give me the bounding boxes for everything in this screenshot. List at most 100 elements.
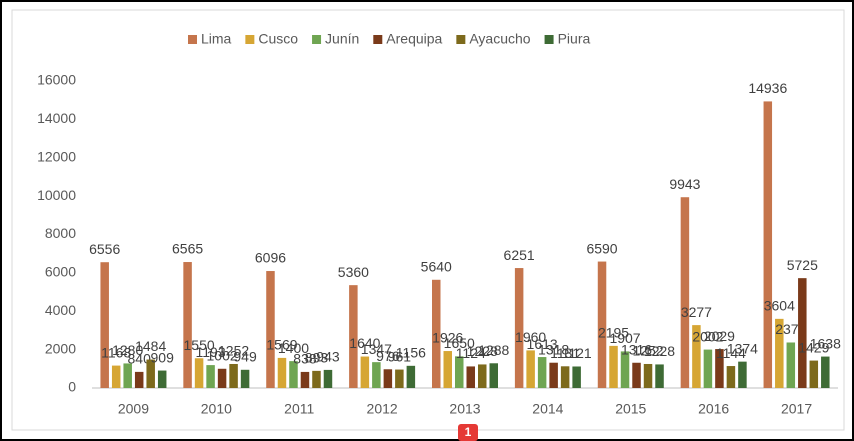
x-tick-label: 2012	[367, 401, 398, 417]
x-tick-label: 2014	[532, 401, 563, 417]
data-label: 6251	[504, 247, 535, 263]
bar	[194, 358, 204, 388]
bar	[289, 361, 298, 388]
bar	[572, 366, 581, 388]
data-label: 1144	[716, 345, 746, 361]
bar	[763, 101, 773, 388]
badge	[458, 424, 478, 441]
bar	[703, 349, 713, 388]
y-tick-label: 10000	[37, 187, 76, 203]
x-tick-label: 2009	[118, 401, 149, 417]
y-tick-label: 0	[68, 379, 76, 395]
data-label: 976	[376, 348, 400, 364]
bar	[372, 362, 381, 388]
legend-label: Ayacucho	[469, 31, 530, 47]
data-label: 2029	[704, 328, 735, 344]
legend-swatch	[245, 35, 255, 44]
data-label: 1569	[266, 337, 297, 353]
bar	[489, 363, 498, 388]
legend-label: Junín	[325, 31, 359, 47]
bar	[738, 361, 747, 388]
data-label: 2002	[692, 328, 723, 344]
data-label: 3277	[681, 304, 712, 320]
bar	[798, 278, 807, 388]
y-tick-label: 8000	[45, 225, 76, 241]
data-label: 943	[316, 349, 340, 365]
data-label: 893	[305, 350, 329, 366]
data-label: 9943	[669, 176, 700, 192]
bar	[432, 279, 441, 388]
data-label: 1156	[396, 345, 426, 361]
data-label: 1429	[798, 339, 829, 355]
bar	[549, 362, 558, 388]
x-tick-label: 2011	[284, 401, 314, 417]
data-label: 1926	[432, 330, 463, 346]
data-label: 1168	[101, 344, 131, 360]
bar	[443, 351, 452, 388]
data-label: 1550	[184, 337, 215, 353]
bar	[157, 370, 167, 388]
bar	[323, 369, 333, 388]
y-tick-label: 2000	[45, 340, 76, 356]
bar	[146, 359, 155, 388]
bar	[406, 365, 416, 388]
bar	[206, 365, 215, 388]
bar	[383, 369, 393, 388]
data-label: 1193	[196, 344, 226, 360]
data-label: 14936	[748, 80, 787, 96]
y-tick-label: 6000	[45, 264, 76, 280]
bar	[455, 356, 464, 388]
bar	[349, 285, 358, 388]
bar	[123, 363, 132, 388]
y-tick-label: 16000	[37, 72, 76, 88]
bar	[217, 368, 227, 388]
data-label: 1484	[135, 338, 166, 354]
bar	[726, 366, 736, 388]
bar	[692, 325, 701, 388]
bar	[809, 360, 819, 388]
legend-swatch	[544, 35, 554, 44]
data-label: 1960	[515, 329, 546, 345]
data-label: 6096	[255, 250, 286, 266]
legend-swatch	[456, 35, 466, 44]
bar	[266, 271, 275, 388]
data-label: 1228	[644, 343, 675, 359]
bar	[609, 345, 618, 388]
data-label: 1640	[349, 335, 380, 351]
data-label: 838	[293, 351, 317, 367]
bar	[643, 363, 653, 388]
data-label: 1650	[444, 335, 475, 351]
data-label: 1280	[112, 342, 143, 358]
y-tick-label: 12000	[37, 148, 76, 164]
data-label: 6556	[89, 241, 120, 257]
x-tick-label: 2013	[449, 401, 480, 417]
data-label: 1316	[621, 341, 652, 357]
data-label: 1002	[207, 347, 238, 363]
bar	[111, 365, 121, 388]
x-tick-label: 2016	[698, 401, 729, 417]
bar	[526, 350, 535, 388]
bar	[560, 366, 570, 388]
bar	[680, 197, 690, 388]
legend-label: Cusco	[258, 31, 298, 47]
data-label: 961	[388, 348, 412, 364]
legend-label: Arequipa	[386, 31, 442, 47]
bar	[134, 371, 144, 388]
data-label: 6590	[586, 240, 617, 256]
bar	[240, 369, 250, 388]
data-label: 949	[233, 348, 257, 364]
bar	[277, 357, 287, 388]
legend-label: Piura	[558, 31, 591, 47]
bar	[300, 371, 310, 388]
bar	[466, 366, 475, 388]
legend-swatch	[373, 35, 383, 44]
bar	[786, 342, 796, 388]
data-label: 6565	[172, 241, 203, 257]
x-tick-label: 2017	[781, 401, 812, 417]
data-label: 1288	[478, 342, 509, 358]
badge-label: 1	[465, 425, 472, 439]
data-label: 1121	[562, 345, 592, 361]
data-label: 1374	[727, 340, 758, 356]
data-label: 5360	[338, 264, 369, 280]
